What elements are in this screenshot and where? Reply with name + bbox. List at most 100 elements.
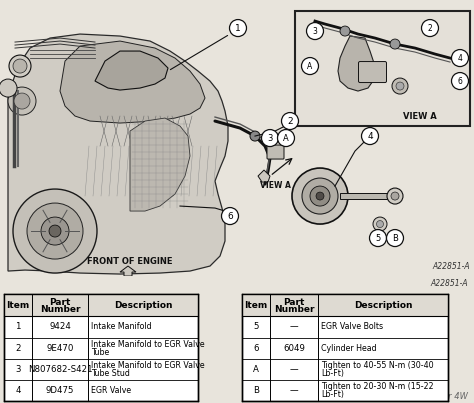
Text: er 4W: er 4W <box>443 392 468 401</box>
Text: Intake Manifold to EGR Valve: Intake Manifold to EGR Valve <box>91 340 205 349</box>
Text: EGR Valve Bolts: EGR Valve Bolts <box>321 322 383 331</box>
Text: B: B <box>253 386 259 395</box>
Text: Tube Stud: Tube Stud <box>91 369 130 378</box>
Text: B: B <box>392 234 398 243</box>
Circle shape <box>376 220 383 228</box>
Circle shape <box>301 58 319 75</box>
Circle shape <box>229 20 246 37</box>
Text: A22851-A: A22851-A <box>430 279 468 288</box>
Text: 9424: 9424 <box>49 322 71 331</box>
Text: 1: 1 <box>235 23 241 33</box>
Text: 3: 3 <box>267 133 273 143</box>
Bar <box>4 294 198 316</box>
Bar <box>242 294 448 401</box>
Polygon shape <box>60 41 205 123</box>
Polygon shape <box>8 34 228 274</box>
Text: 4: 4 <box>15 386 21 395</box>
Text: Tighten to 20-30 N-m (15-22: Tighten to 20-30 N-m (15-22 <box>321 382 434 391</box>
Circle shape <box>362 128 379 145</box>
Bar <box>295 11 470 126</box>
Text: Intake Manifold to EGR Valve: Intake Manifold to EGR Valve <box>91 361 205 370</box>
Text: 6: 6 <box>227 212 233 220</box>
Text: 5: 5 <box>253 322 259 331</box>
Text: 5: 5 <box>375 234 381 243</box>
Text: 9D475: 9D475 <box>46 386 74 395</box>
Circle shape <box>221 208 238 224</box>
Text: VIEW A: VIEW A <box>260 181 291 190</box>
Circle shape <box>262 129 279 147</box>
Circle shape <box>310 186 330 206</box>
Text: —: — <box>290 386 298 395</box>
Text: —: — <box>290 365 298 374</box>
Text: N807682-S421: N807682-S421 <box>27 365 92 374</box>
Bar <box>242 294 448 316</box>
Text: Tube: Tube <box>91 348 109 357</box>
Polygon shape <box>95 51 168 90</box>
Text: Intake Manifold: Intake Manifold <box>91 322 152 331</box>
Circle shape <box>292 168 348 224</box>
Text: Number: Number <box>40 305 80 314</box>
Bar <box>4 294 198 401</box>
Text: Part: Part <box>49 298 71 307</box>
Circle shape <box>41 217 69 245</box>
Text: 2: 2 <box>287 116 293 126</box>
Text: Item: Item <box>245 301 268 310</box>
Text: 1: 1 <box>15 322 21 331</box>
Circle shape <box>282 112 299 129</box>
Text: 2: 2 <box>428 23 432 33</box>
Text: —: — <box>290 322 298 331</box>
Text: Number: Number <box>274 305 314 314</box>
Text: Lb-Ft): Lb-Ft) <box>321 369 344 378</box>
Circle shape <box>307 23 323 39</box>
Circle shape <box>277 129 294 147</box>
Polygon shape <box>120 266 136 276</box>
Text: A: A <box>283 133 289 143</box>
Circle shape <box>421 20 438 37</box>
Text: Description: Description <box>114 301 172 310</box>
Circle shape <box>387 188 403 204</box>
Circle shape <box>452 73 468 89</box>
Circle shape <box>373 217 387 231</box>
Polygon shape <box>340 193 390 199</box>
Text: Cylinder Head: Cylinder Head <box>321 344 377 353</box>
Text: 6: 6 <box>253 344 259 353</box>
Text: 2: 2 <box>15 344 21 353</box>
Circle shape <box>340 26 350 36</box>
Text: 4: 4 <box>457 54 463 62</box>
Circle shape <box>302 178 338 214</box>
Text: A: A <box>253 365 259 374</box>
Text: 3: 3 <box>15 365 21 374</box>
Text: Item: Item <box>6 301 29 310</box>
Text: 4: 4 <box>367 131 373 141</box>
Polygon shape <box>258 170 270 182</box>
Circle shape <box>8 87 36 115</box>
FancyBboxPatch shape <box>358 62 386 83</box>
Circle shape <box>13 59 27 73</box>
Circle shape <box>316 192 324 200</box>
Text: Tighten to 40-55 N-m (30-40: Tighten to 40-55 N-m (30-40 <box>321 361 434 370</box>
Circle shape <box>13 189 97 273</box>
Text: A22851-A: A22851-A <box>432 262 470 271</box>
Circle shape <box>49 225 61 237</box>
Text: FRONT OF ENGINE: FRONT OF ENGINE <box>87 257 173 266</box>
Text: 3: 3 <box>312 27 318 35</box>
Text: Part: Part <box>283 298 305 307</box>
Text: 6049: 6049 <box>283 344 305 353</box>
Circle shape <box>396 82 404 90</box>
Circle shape <box>0 79 17 97</box>
Text: 9E470: 9E470 <box>46 344 73 353</box>
Circle shape <box>250 131 260 141</box>
Polygon shape <box>338 36 375 91</box>
Text: EGR Valve: EGR Valve <box>91 386 131 395</box>
Text: Lb-Ft): Lb-Ft) <box>321 390 344 399</box>
Text: Description: Description <box>354 301 412 310</box>
FancyBboxPatch shape <box>267 145 284 159</box>
Circle shape <box>392 78 408 94</box>
Circle shape <box>9 55 31 77</box>
Polygon shape <box>130 118 190 211</box>
Circle shape <box>452 50 468 66</box>
Text: VIEW A: VIEW A <box>403 112 437 121</box>
Text: 6: 6 <box>457 77 463 85</box>
Circle shape <box>27 203 83 259</box>
Circle shape <box>390 39 400 49</box>
